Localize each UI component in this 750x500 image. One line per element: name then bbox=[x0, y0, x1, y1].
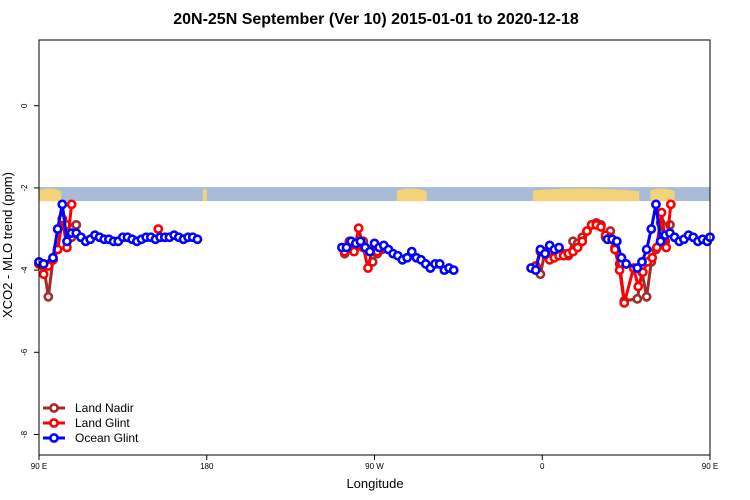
x-tick-label: 90 E bbox=[31, 462, 47, 471]
data-point bbox=[665, 199, 676, 210]
y-tick-label: 0 bbox=[20, 103, 29, 108]
legend-label: Land Glint bbox=[75, 416, 130, 430]
data-point bbox=[641, 244, 652, 255]
data-point bbox=[621, 259, 632, 269]
data-point bbox=[596, 222, 606, 232]
data-point bbox=[353, 223, 364, 234]
data-point bbox=[554, 242, 564, 253]
data-point bbox=[619, 298, 630, 308]
data-point bbox=[646, 224, 657, 234]
data-point bbox=[641, 291, 652, 302]
chart-title: 20N-25N September (Ver 10) 2015-01-01 to… bbox=[173, 11, 579, 28]
data-point bbox=[632, 293, 643, 304]
data-point bbox=[62, 236, 72, 247]
data-point bbox=[341, 242, 352, 253]
data-point bbox=[406, 246, 417, 257]
legend-label: Ocean Glint bbox=[75, 431, 139, 445]
data-point bbox=[364, 246, 375, 257]
y-tick-label: -6 bbox=[20, 348, 29, 356]
data-point bbox=[448, 265, 459, 275]
data-point bbox=[434, 259, 445, 269]
map-strip-land bbox=[396, 188, 427, 202]
y-axis: 0 -2 -4 -6 -8 bbox=[20, 103, 39, 438]
data-point bbox=[614, 265, 625, 275]
data-point bbox=[656, 207, 667, 218]
data-point bbox=[647, 252, 658, 263]
legend-swatch-marker bbox=[49, 403, 59, 413]
data-point bbox=[48, 252, 58, 263]
series-land-glint bbox=[34, 199, 676, 308]
map-strip-land bbox=[39, 188, 62, 202]
data-point bbox=[192, 234, 203, 245]
x-tick-label: 90 W bbox=[365, 462, 384, 471]
data-point bbox=[38, 269, 49, 280]
y-tick-label: -2 bbox=[20, 184, 29, 192]
data-point bbox=[577, 236, 588, 247]
data-point bbox=[402, 252, 413, 263]
map-strip-land bbox=[532, 188, 640, 202]
data-point bbox=[611, 236, 622, 247]
data-point bbox=[363, 263, 373, 273]
data-point bbox=[637, 256, 647, 267]
data-point bbox=[530, 265, 541, 275]
data-point bbox=[57, 199, 68, 210]
data-point bbox=[616, 252, 627, 263]
map-strip bbox=[39, 187, 710, 202]
y-axis-label: XCO2 - MLO trend (ppm) bbox=[0, 172, 15, 318]
data-point bbox=[633, 281, 644, 292]
data-point bbox=[582, 226, 592, 236]
data-point bbox=[655, 236, 666, 247]
x-tick-label: 180 bbox=[200, 462, 214, 471]
data-point bbox=[349, 246, 359, 257]
legend-swatch-marker bbox=[49, 418, 59, 428]
data-point bbox=[632, 263, 643, 273]
data-point bbox=[661, 242, 672, 253]
data-point bbox=[52, 224, 63, 234]
legend-swatch-marker bbox=[49, 433, 59, 443]
data-point bbox=[572, 242, 583, 253]
y-tick-label: -4 bbox=[20, 266, 29, 274]
legend-label: Land Nadir bbox=[75, 401, 134, 415]
series-ocean-glint bbox=[34, 199, 715, 275]
x-axis: 90 E 180 90 W 0 90 E bbox=[31, 455, 718, 471]
map-strip-land bbox=[203, 188, 207, 202]
x-tick-label: 90 E bbox=[702, 462, 718, 471]
y-tick-label: -8 bbox=[20, 430, 29, 438]
data-point bbox=[355, 236, 366, 247]
data-point bbox=[153, 224, 164, 234]
x-tick-label: 0 bbox=[540, 462, 545, 471]
data-point bbox=[43, 291, 54, 302]
data-point bbox=[651, 199, 661, 210]
plot-lines bbox=[34, 199, 715, 308]
data-point bbox=[66, 199, 77, 210]
x-axis-label: Longitude bbox=[346, 476, 403, 491]
data-point bbox=[71, 220, 82, 230]
map-strip-land bbox=[650, 188, 675, 202]
data-point bbox=[540, 248, 550, 259]
data-point bbox=[38, 259, 49, 269]
